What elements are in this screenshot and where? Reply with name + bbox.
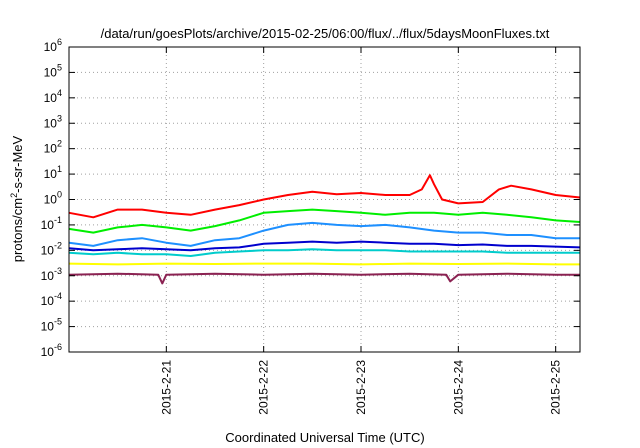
y-tick-label-base: 10 (41, 294, 55, 308)
y-tick-label-exp: -1 (54, 215, 62, 225)
y-tick-label: 100 (44, 190, 62, 207)
y-tick-label-base: 10 (41, 269, 55, 283)
y-axis-label-post: -s-sr-MeV (10, 135, 25, 192)
x-tick-label: 2015-2-25 (549, 360, 563, 415)
y-tick-label: 10-2 (41, 240, 62, 257)
y-tick-label: 10-3 (41, 266, 62, 283)
y-tick-label-base: 10 (41, 243, 55, 257)
y-tick-label: 10-4 (41, 291, 62, 308)
y-tick-label-exp: 4 (57, 88, 62, 98)
y-tick-label: 106 (44, 37, 62, 54)
y-tick-label-exp: -6 (54, 342, 62, 352)
series-line-3 (68, 221, 580, 247)
y-axis-label-sup: 2 (9, 193, 19, 198)
y-tick-label-base: 10 (41, 345, 55, 359)
y-tick-label-exp: 0 (57, 190, 62, 200)
y-axis-label-pre: protons/cm (10, 198, 25, 262)
y-tick-label-base: 10 (44, 116, 58, 130)
y-tick-labels: 10-610-510-410-310-210-11001011021031041… (41, 37, 62, 359)
y-tick-label-exp: 2 (57, 139, 62, 149)
y-tick-label-exp: -3 (54, 266, 62, 276)
y-tick-label-exp: 5 (57, 62, 62, 72)
series-line-2 (68, 208, 581, 234)
series-line-6 (68, 262, 580, 266)
y-tick-label-exp: 1 (57, 164, 62, 174)
y-tick-label-exp: 6 (57, 37, 62, 47)
y-tick-label-base: 10 (41, 320, 55, 334)
y-tick-label: 105 (44, 62, 62, 79)
y-tick-label-base: 10 (44, 167, 58, 181)
y-tick-label: 10-1 (41, 215, 62, 232)
y-tick-label: 10-6 (41, 342, 62, 359)
y-tick-label: 103 (44, 113, 62, 130)
y-tick-label-base: 10 (44, 65, 58, 79)
y-tick-label-base: 10 (41, 218, 55, 232)
y-tick-label: 101 (44, 164, 62, 181)
series-line-1 (68, 174, 581, 219)
y-tick-label-exp: -2 (54, 240, 62, 250)
y-tick-label: 102 (44, 139, 62, 156)
y-tick-label-exp: 3 (57, 113, 62, 123)
series-line-7 (68, 272, 580, 285)
x-tick-label: 2015-2-23 (354, 360, 368, 415)
y-tick-label-exp: -5 (54, 317, 62, 327)
x-axis-label: Coordinated Universal Time (UTC) (225, 430, 424, 445)
y-tick-label-exp: -4 (54, 291, 62, 301)
y-tick-label-base: 10 (44, 193, 58, 207)
series-line-4 (68, 240, 581, 252)
series-line-5 (68, 248, 580, 257)
chart-title: /data/run/goesPlots/archive/2015-02-25/0… (101, 26, 550, 41)
x-tick-label: 2015-2-24 (451, 360, 465, 415)
x-tick-label: 2015-2-21 (159, 360, 173, 415)
x-tick-labels: 2015-2-21 2015-2-22 2015-2-23 2015-2-24 2015… (159, 360, 562, 415)
y-axis-label: protons/cm2-s-sr-MeV (9, 135, 25, 262)
y-tick-label: 104 (44, 88, 62, 105)
y-tick-label-base: 10 (44, 91, 58, 105)
series-layer (68, 174, 581, 285)
y-tick-label: 10-5 (41, 317, 62, 334)
x-tick-label: 2015-2-22 (257, 360, 271, 415)
ticks (69, 46, 580, 353)
y-tick-label-base: 10 (44, 40, 58, 54)
y-tick-label-base: 10 (44, 142, 58, 156)
grid (69, 47, 580, 352)
